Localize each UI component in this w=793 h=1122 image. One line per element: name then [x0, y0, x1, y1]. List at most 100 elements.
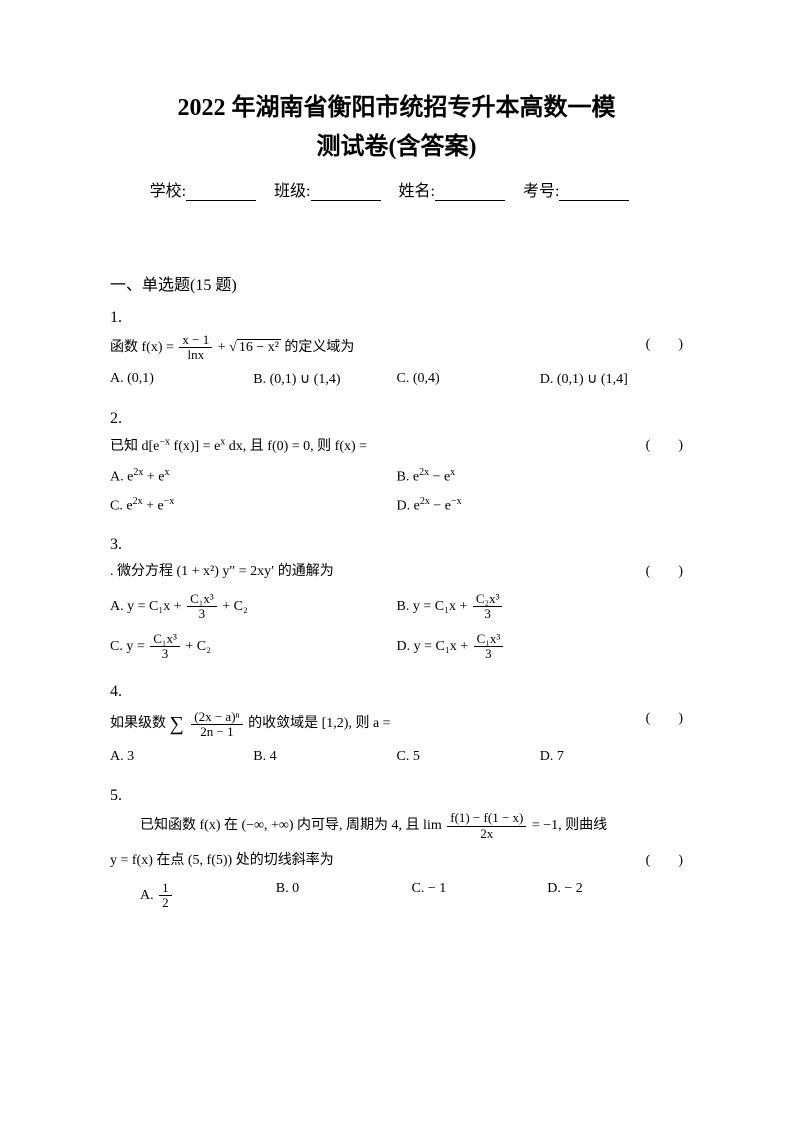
options-row2: C. y = C₁x³ 3 + C₂ D. y = C₁x + C₁x³ 3: [110, 632, 683, 662]
opt-text: A.: [140, 888, 157, 903]
option-b: B. 4: [253, 749, 396, 765]
option-c: C. e2x + e−x: [110, 496, 397, 515]
q4-suffix: 的收敛域是 [1,2), 则 a =: [248, 717, 390, 732]
option-a: A. 3: [110, 749, 253, 765]
sigma-icon: ∑: [170, 713, 184, 735]
title-line1: 2022 年湖南省衡阳市统招专升本高数一模: [110, 90, 683, 126]
class-blank: [311, 183, 381, 201]
class-label: 班级:: [274, 183, 310, 200]
question-number: 4.: [110, 683, 683, 701]
fraction-num: C₁x³: [187, 592, 217, 607]
fraction-den: 2n − 1: [191, 725, 242, 739]
option-c: C. y = C₁x³ 3 + C₂: [110, 632, 397, 662]
question-text: 函数 f(x) = x − 1 lnx + √16 − x² 的定义域为 ( ): [110, 333, 683, 363]
question-1: 1. 函数 f(x) = x − 1 lnx + √16 − x² 的定义域为 …: [110, 309, 683, 388]
fraction-num: 1: [159, 881, 172, 896]
opt-text: D. y = C₁x +: [397, 639, 472, 654]
fraction: C₂x³ 3: [473, 592, 503, 622]
q1-suffix: 的定义域为: [284, 340, 354, 355]
opt-text: + C₂: [222, 599, 248, 614]
fraction-den: 3: [150, 647, 180, 661]
option-b: B. y = C₁x + C₂x³ 3: [397, 592, 684, 622]
student-info-line: 学校: 班级: 姓名: 考号:: [110, 177, 683, 201]
fraction-den: 3: [473, 607, 503, 621]
question-number: 2.: [110, 410, 683, 428]
opt-text: C. y =: [110, 639, 148, 654]
options: A. (0,1) B. (0,1) ∪ (1,4) C. (0,4) D. (0…: [110, 371, 683, 388]
fraction-den: 3: [187, 607, 217, 621]
fraction: 1 2: [159, 881, 172, 911]
fraction: C₁x³ 3: [187, 592, 217, 622]
question-text: . 微分方程 (1 + x²) y″ = 2xy′ 的通解为 ( ): [110, 560, 683, 584]
answer-paren: ( ): [646, 333, 683, 357]
fraction: C₁x³ 3: [150, 632, 180, 662]
fraction-num: f(1) − f(1 − x): [447, 811, 526, 826]
fraction: x − 1 lnx: [179, 333, 212, 363]
question-text: 已知 d[e−x f(x)] = ex dx, 且 f(0) = 0, 则 f(…: [110, 434, 683, 459]
fraction: f(1) − f(1 − x) 2x: [447, 811, 526, 841]
answer-paren: ( ): [646, 434, 683, 458]
option-a: A. y = C₁x + C₁x³ 3 + C₂: [110, 592, 397, 622]
fraction-den: lnx: [179, 348, 212, 362]
fraction-num: (2x − a)ⁿ: [191, 710, 242, 725]
options: A. 3 B. 4 C. 5 D. 7: [110, 749, 683, 765]
question-5: 5. 已知函数 f(x) 在 (−∞, +∞) 内可导, 周期为 4, 且 li…: [110, 787, 683, 910]
q3-text: . 微分方程 (1 + x²) y″ = 2xy′ 的通解为: [110, 564, 334, 579]
option-d: D. − 2: [547, 881, 683, 911]
option-c: C. 5: [397, 749, 540, 765]
answer-paren: ( ): [646, 849, 683, 873]
fraction-den: 2: [159, 896, 172, 910]
q5-line1-pre: 已知函数 f(x) 在 (−∞, +∞) 内可导, 周期为 4, 且 lim: [140, 818, 442, 833]
option-c: C. − 1: [412, 881, 548, 911]
fraction-num: C₁x³: [150, 632, 180, 647]
q4-prefix: 如果级数: [110, 717, 170, 732]
question-text-line2: y = f(x) 在点 (5, f(5)) 处的切线斜率为 ( ): [110, 849, 683, 873]
option-b: B. e2x − ex: [397, 467, 684, 486]
option-a: A. e2x + ex: [110, 467, 397, 486]
option-c: C. (0,4): [397, 371, 540, 388]
options-row1: A. y = C₁x + C₁x³ 3 + C₂ B. y = C₁x + C₂…: [110, 592, 683, 622]
question-3: 3. . 微分方程 (1 + x²) y″ = 2xy′ 的通解为 ( ) A.…: [110, 536, 683, 661]
title-line2: 测试卷(含答案): [110, 126, 683, 161]
option-d: D. (0,1) ∪ (1,4]: [540, 371, 683, 388]
opt-text: + C₂: [185, 639, 211, 654]
q1-prefix: 函数 f(x) =: [110, 340, 177, 355]
fraction-num: C₁x³: [474, 632, 504, 647]
opt-text: B. y = C₁x +: [397, 599, 471, 614]
question-number: 5.: [110, 787, 683, 805]
examno-label: 考号:: [523, 183, 559, 200]
name-blank: [435, 183, 505, 201]
options: A. 1 2 B. 0 C. − 1 D. − 2: [110, 881, 683, 911]
option-b: B. (0,1) ∪ (1,4): [253, 371, 396, 388]
fraction-num: C₂x³: [473, 592, 503, 607]
fraction: (2x − a)ⁿ 2n − 1: [191, 710, 242, 740]
q5-line1-post: = −1, 则曲线: [532, 818, 607, 833]
examno-blank: [559, 183, 629, 201]
q5-line2: y = f(x) 在点 (5, f(5)) 处的切线斜率为: [110, 853, 334, 868]
name-label: 姓名:: [399, 183, 435, 200]
answer-paren: ( ): [646, 707, 683, 731]
question-number: 3.: [110, 536, 683, 554]
question-text-line1: 已知函数 f(x) 在 (−∞, +∞) 内可导, 周期为 4, 且 lim f…: [110, 811, 683, 841]
options-row1: A. e2x + ex B. e2x − ex: [110, 467, 683, 486]
question-4: 4. 如果级数 ∑ (2x − a)ⁿ 2n − 1 的收敛域是 [1,2), …: [110, 683, 683, 765]
fraction-den: 2x: [447, 827, 526, 841]
opt-text: A. y = C₁x +: [110, 599, 185, 614]
option-d: D. e2x − e−x: [397, 496, 684, 515]
school-label: 学校:: [150, 183, 186, 200]
q1-plus: +: [218, 340, 229, 355]
q2-text: 已知 d[e−x f(x)] = ex dx, 且 f(0) = 0, 则 f(…: [110, 439, 367, 454]
sqrt-content: 16 − x²: [237, 339, 281, 355]
option-d: D. y = C₁x + C₁x³ 3: [397, 632, 684, 662]
option-b: B. 0: [276, 881, 412, 911]
options-row2: C. e2x + e−x D. e2x − e−x: [110, 496, 683, 515]
question-text: 如果级数 ∑ (2x − a)ⁿ 2n − 1 的收敛域是 [1,2), 则 a…: [110, 707, 683, 741]
question-2: 2. 已知 d[e−x f(x)] = ex dx, 且 f(0) = 0, 则…: [110, 410, 683, 515]
section-1-heading: 一、单选题(15 题): [110, 271, 683, 295]
option-a: A. (0,1): [110, 371, 253, 388]
school-blank: [186, 183, 256, 201]
fraction-num: x − 1: [179, 333, 212, 348]
fraction-den: 3: [474, 647, 504, 661]
answer-paren: ( ): [646, 560, 683, 584]
fraction: C₁x³ 3: [474, 632, 504, 662]
